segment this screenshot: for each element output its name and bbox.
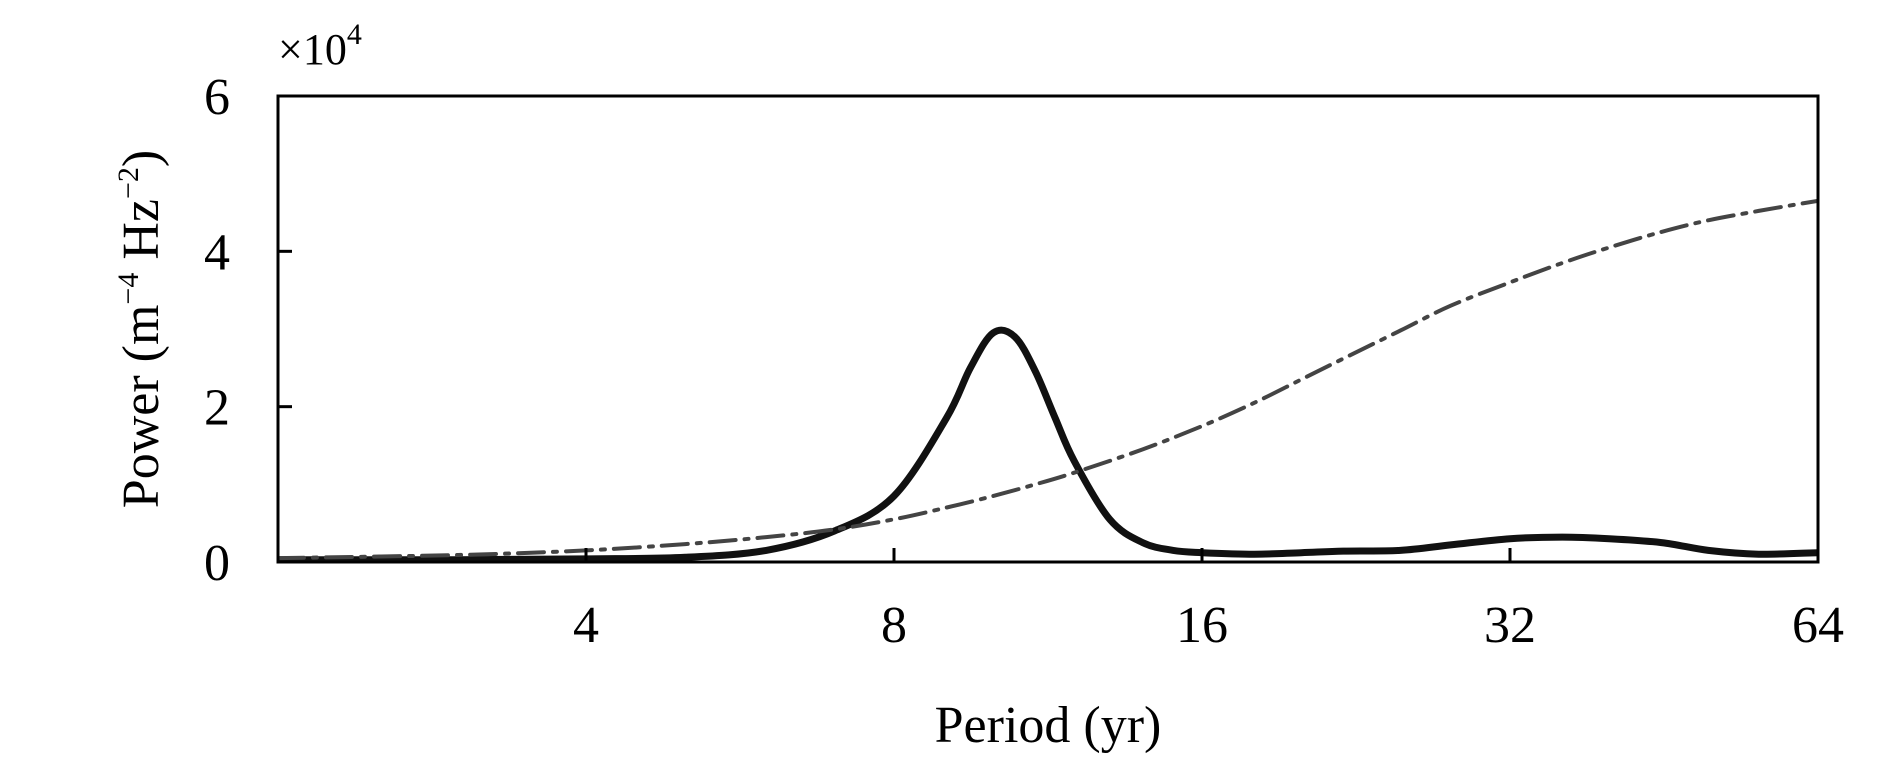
- x-tick-label: 4: [573, 597, 599, 654]
- y-axis-title-exp2: −2: [112, 167, 145, 199]
- y-axis-title-base: Power (m: [113, 305, 170, 509]
- y-axis-title: Power (m−4 Hz−2): [112, 150, 170, 508]
- plot-frame: [276, 94, 1820, 564]
- x-tick-label: 8: [881, 597, 907, 654]
- x-axis-ticks: 4 8 16 32 64: [573, 548, 1844, 654]
- y-axis-title-mid: Hz: [113, 199, 170, 273]
- x-tick-label: 32: [1484, 597, 1536, 654]
- y-axis-title-exp1: −4: [112, 273, 145, 305]
- series-layer: [278, 198, 1818, 562]
- series-line-dash-dot: [278, 198, 1818, 561]
- y-tick-label: 6: [204, 69, 230, 126]
- x-tick-label: 16: [1176, 597, 1228, 654]
- y-tick-label: 0: [204, 535, 230, 592]
- y-axis-multiplier-exponent: 4: [347, 18, 362, 51]
- x-axis-title: Period (yr): [935, 697, 1162, 754]
- y-axis-ticks: 0 2 4 6: [204, 69, 292, 592]
- x-tick-label: 64: [1792, 597, 1844, 654]
- series-line-solid: [278, 326, 1818, 562]
- y-axis-multiplier-prefix: ×10: [278, 25, 347, 74]
- y-tick-label: 2: [204, 380, 230, 437]
- y-axis-multiplier: ×104: [278, 18, 362, 74]
- y-tick-label: 4: [204, 224, 230, 281]
- y-axis-title-end: ): [113, 150, 170, 167]
